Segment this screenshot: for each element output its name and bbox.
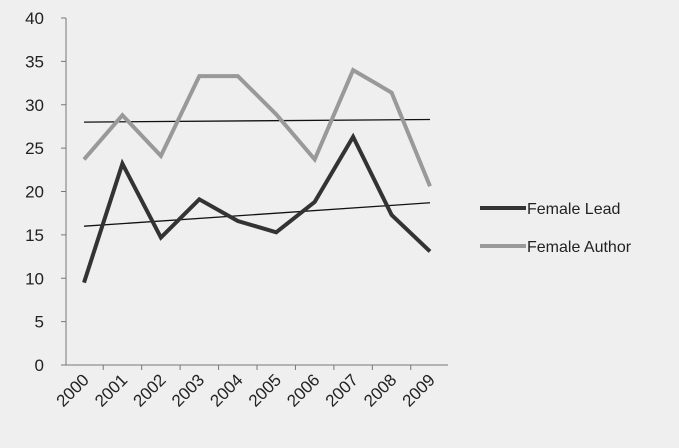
x-tick-label: 2008 (360, 370, 400, 410)
y-tick-label: 30 (25, 96, 44, 115)
y-tick-label: 25 (25, 139, 44, 158)
x-tick-label: 2001 (91, 370, 131, 410)
y-tick-label: 35 (25, 52, 44, 71)
x-tick-label: 2006 (283, 370, 323, 410)
x-tick-label: 2007 (322, 370, 362, 410)
trendlines (83, 118, 431, 227)
x-tick-label: 2005 (245, 370, 285, 410)
series-line-female-author (82, 67, 432, 188)
y-tick-label: 40 (25, 9, 44, 28)
chart-axes (61, 17, 448, 370)
y-tick-label: 10 (25, 269, 44, 288)
trendline-female-author (83, 118, 431, 123)
legend: Female Lead Female Author (480, 201, 632, 256)
legend-label: Female Author (527, 239, 632, 256)
y-tick-label: 20 (25, 183, 44, 202)
legend-label: Female Lead (527, 201, 620, 218)
y-tick-label: 0 (35, 356, 44, 375)
series-line-female-lead (82, 132, 432, 284)
y-tick-label: 15 (25, 226, 44, 245)
x-tick-label: 2009 (399, 370, 439, 410)
x-tick-label: 2000 (53, 370, 93, 410)
trendline-female-lead (83, 202, 431, 227)
y-tick-label: 5 (35, 313, 44, 332)
x-tick-label: 2002 (130, 370, 170, 410)
x-tick-label: 2003 (168, 370, 208, 410)
x-tick-label: 2004 (206, 370, 246, 410)
tick-labels: 0 5 10 15 20 25 30 35 40 200020012002200320042005… (25, 9, 439, 411)
series-lines (82, 67, 432, 284)
